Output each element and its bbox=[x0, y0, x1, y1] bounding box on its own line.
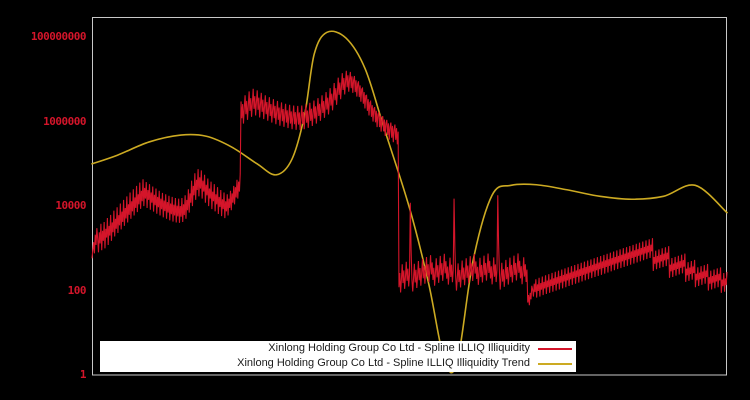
legend-label-illiquidity: Xinlong Holding Group Co Ltd - Spline IL… bbox=[268, 342, 530, 354]
series-line-illiquidity bbox=[91, 70, 728, 306]
y-tick-label: 1000000 bbox=[43, 114, 86, 128]
plot-frame bbox=[92, 17, 727, 376]
y-axis-tick-labels: 100000000 1000000 10000 100 1 bbox=[0, 0, 87, 400]
y-tick-label: 100000000 bbox=[30, 30, 87, 44]
legend-swatch-trend bbox=[538, 362, 572, 365]
legend-swatch-illiquidity bbox=[538, 347, 572, 350]
chart-legend: Xinlong Holding Group Co Ltd - Spline IL… bbox=[100, 341, 576, 372]
legend-entry-trend: Xinlong Holding Group Co Ltd - Spline IL… bbox=[100, 356, 576, 371]
legend-entry-illiquidity: Xinlong Holding Group Co Ltd - Spline IL… bbox=[100, 341, 576, 356]
series-line-trend bbox=[91, 30, 728, 374]
legend-label-trend: Xinlong Holding Group Co Ltd - Spline IL… bbox=[237, 357, 530, 369]
y-tick-label: 100 bbox=[67, 283, 87, 297]
y-tick-label: 1 bbox=[79, 368, 87, 381]
series-layer bbox=[91, 30, 728, 374]
y-tick-label: 10000 bbox=[55, 199, 86, 213]
